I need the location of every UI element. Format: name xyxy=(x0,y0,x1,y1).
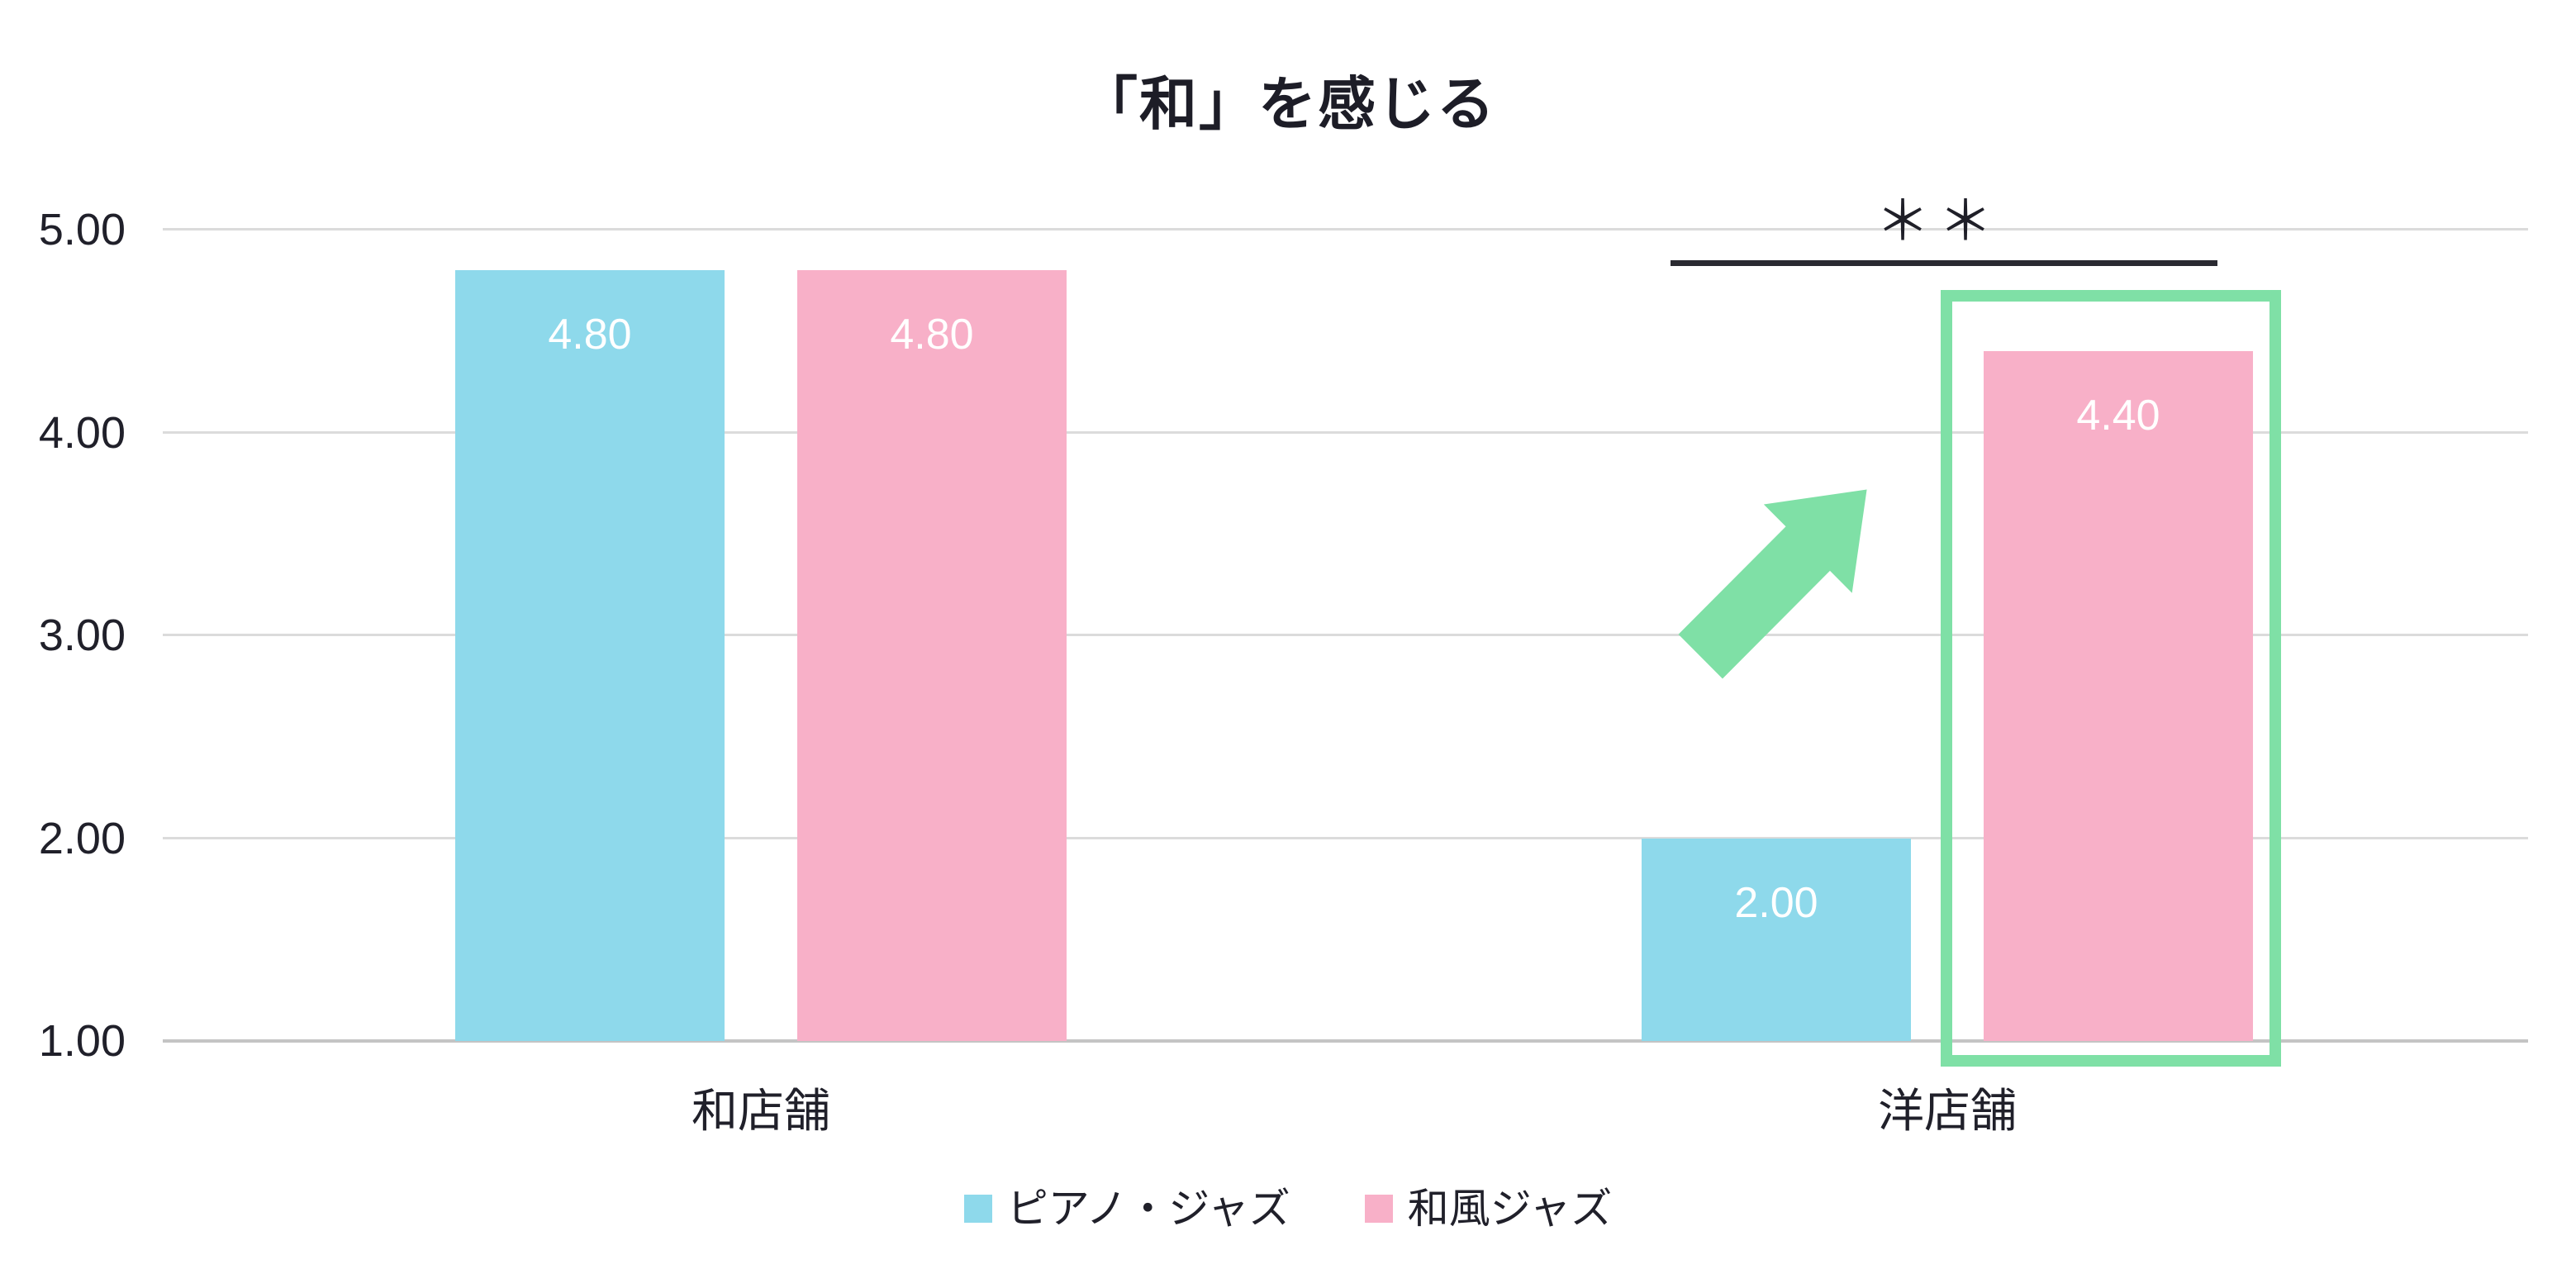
gridline xyxy=(163,430,2528,434)
bar-value-label: 4.40 xyxy=(2076,392,2160,440)
x-category-label: 洋店舗 xyxy=(1878,1085,2017,1137)
y-tick-label: 2.00 xyxy=(38,813,126,863)
y-tick-label: 3.00 xyxy=(38,611,126,660)
gridline xyxy=(163,836,2528,839)
legend-item: ピアノ・ジャズ xyxy=(963,1186,1290,1232)
x-category-label: 和店舗 xyxy=(692,1085,830,1137)
chart-title: 「和」を感じる xyxy=(1080,72,1496,136)
bar: 4.80 xyxy=(797,270,1067,1041)
bar: 4.80 xyxy=(455,270,725,1041)
up-right-arrow-icon xyxy=(1678,489,1867,679)
y-tick-label: 4.00 xyxy=(38,407,126,458)
bar-value-label: 4.80 xyxy=(548,311,632,359)
legend: ピアノ・ジャズ 和風ジャズ xyxy=(0,1188,2576,1229)
x-axis-line xyxy=(163,1039,2528,1043)
bar: 4.40 xyxy=(1984,351,2253,1041)
bar-value-label: 2.00 xyxy=(1734,878,1818,927)
significance-asterisks: ＊＊ xyxy=(1875,190,2001,251)
gridline xyxy=(163,634,2528,636)
legend-item: 和風ジャズ xyxy=(1364,1186,1613,1232)
legend-label: ピアノ・ジャズ xyxy=(1006,1186,1290,1232)
legend-swatch xyxy=(1364,1195,1393,1223)
legend-label: 和風ジャズ xyxy=(1407,1186,1613,1232)
gridline xyxy=(163,228,2528,231)
legend-swatch xyxy=(963,1195,992,1223)
significance-line xyxy=(1671,260,2217,266)
y-tick-label: 1.00 xyxy=(38,1016,126,1066)
highlight-box xyxy=(1941,290,2281,1067)
bar: 2.00 xyxy=(1642,838,1911,1041)
bar-value-label: 4.80 xyxy=(890,311,974,359)
y-tick-label: 5.00 xyxy=(38,205,126,254)
